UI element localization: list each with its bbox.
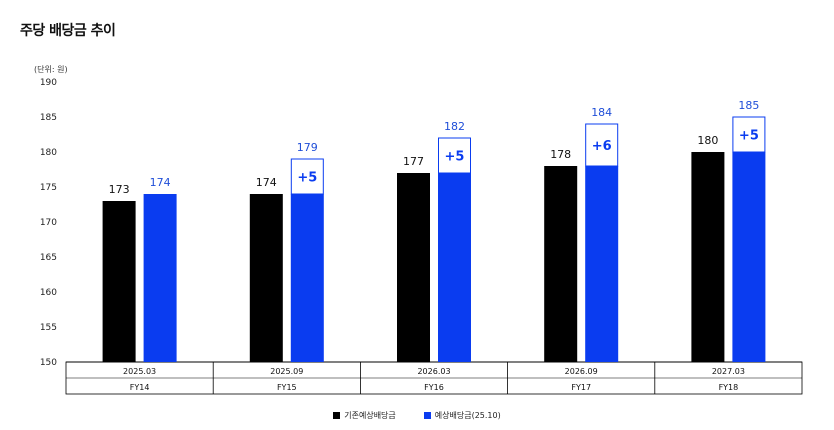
legend-item-existing: 기존예상배당금	[333, 410, 396, 421]
chart-title: 주당 배당금 추이	[20, 23, 116, 39]
bar-forecast-value: 174	[150, 176, 171, 189]
bar-existing	[249, 194, 283, 362]
bar-existing-value: 177	[403, 155, 424, 168]
bar-forecast-value: 185	[738, 99, 759, 112]
bar-existing-value: 173	[109, 183, 130, 196]
bar-existing-value: 180	[697, 134, 718, 147]
fiscal-year-label: FY16	[424, 383, 444, 392]
bar-forecast-increase-label: +5	[445, 150, 465, 165]
bar-forecast	[585, 166, 619, 362]
bar-existing	[102, 201, 136, 362]
legend: 기존예상배당금 예상배당금(25.10)	[0, 410, 834, 421]
bar-forecast	[732, 152, 766, 362]
bar-forecast-value: 184	[591, 106, 612, 119]
y-tick-label: 185	[40, 113, 57, 123]
fiscal-year-label: FY18	[719, 383, 739, 392]
bar-forecast-value: 182	[444, 120, 465, 133]
y-tick-label: 190	[40, 78, 57, 88]
category-label: 2025.09	[270, 367, 303, 376]
fiscal-year-label: FY14	[130, 383, 150, 392]
category-label: 2026.03	[417, 367, 450, 376]
y-tick-label: 165	[40, 253, 57, 263]
y-tick-label: 180	[40, 148, 57, 158]
bar-existing-value: 178	[550, 148, 571, 161]
bar-forecast-increase-label: +5	[739, 129, 759, 144]
unit-label: (단위: 원)	[34, 65, 68, 74]
bar-existing	[397, 173, 430, 362]
bar-forecast-increase	[438, 137, 471, 174]
fiscal-year-label: FY15	[277, 383, 297, 392]
bar-forecast	[290, 194, 324, 362]
legend-item-forecast: 예상배당금(25.10)	[423, 410, 501, 421]
bar-forecast-increase	[585, 123, 619, 167]
y-tick-label: 175	[40, 183, 57, 193]
bar-existing	[544, 166, 578, 362]
bar-forecast	[143, 194, 177, 362]
bar-forecast-increase	[732, 116, 766, 153]
legend-label-forecast: 예상배당금(25.10)	[434, 411, 501, 420]
fiscal-year-label: FY17	[571, 383, 591, 392]
bar-forecast	[438, 173, 471, 362]
bar-forecast-increase-label: +6	[592, 139, 612, 154]
bar-existing-value: 174	[256, 176, 277, 189]
y-tick-label: 160	[40, 288, 57, 298]
y-tick-label: 150	[40, 358, 57, 368]
legend-swatch-existing	[333, 412, 341, 419]
legend-swatch-forecast	[423, 412, 431, 419]
y-tick-label: 155	[40, 323, 57, 333]
y-tick-label: 170	[40, 218, 57, 228]
category-label: 2026.09	[565, 367, 598, 376]
bar-forecast-increase-label: +5	[297, 171, 317, 186]
bar-forecast-value: 179	[297, 141, 318, 154]
bar-existing	[691, 152, 725, 362]
legend-label-existing: 기존예상배당금	[344, 411, 396, 420]
category-label: 2027.03	[712, 367, 745, 376]
category-label: 2025.03	[123, 367, 156, 376]
